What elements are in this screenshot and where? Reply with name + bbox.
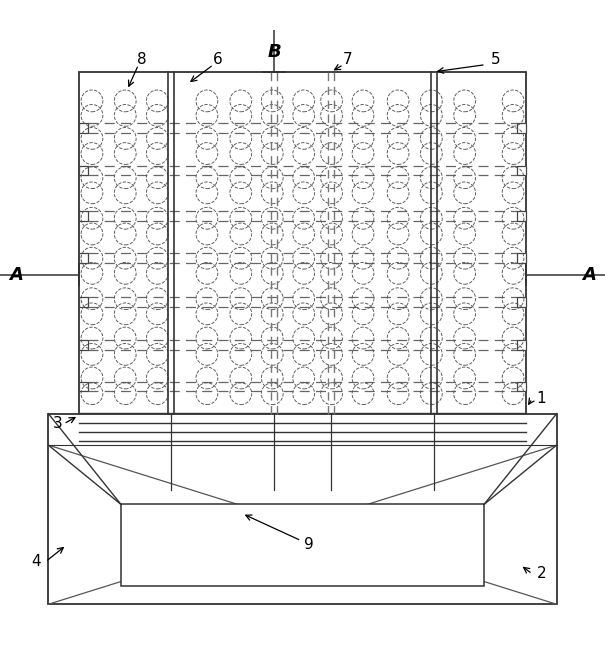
Text: 6: 6	[213, 52, 223, 67]
Text: B: B	[267, 43, 281, 62]
Bar	[79, 382, 88, 391]
Bar	[79, 340, 88, 349]
Text: 7: 7	[343, 52, 353, 67]
Bar	[79, 124, 88, 133]
Bar	[517, 340, 526, 349]
Bar	[79, 254, 88, 263]
Bar	[517, 165, 526, 175]
Bar	[517, 124, 526, 133]
Text: A: A	[582, 266, 595, 284]
Text: 1: 1	[537, 391, 546, 406]
Bar	[517, 254, 526, 263]
Bar	[121, 505, 484, 586]
Bar	[79, 211, 88, 220]
Text: 4: 4	[31, 554, 41, 570]
Text: 9: 9	[304, 537, 313, 552]
Bar	[79, 165, 88, 175]
Bar	[517, 382, 526, 391]
Bar	[48, 414, 557, 604]
Text: 8: 8	[137, 52, 147, 67]
Bar	[79, 72, 526, 414]
Text: 5: 5	[491, 52, 501, 67]
Bar	[517, 211, 526, 220]
Bar	[79, 297, 88, 307]
Bar	[517, 297, 526, 307]
Text: 2: 2	[537, 566, 546, 582]
Text: A: A	[10, 266, 23, 284]
Text: 3: 3	[53, 416, 62, 432]
